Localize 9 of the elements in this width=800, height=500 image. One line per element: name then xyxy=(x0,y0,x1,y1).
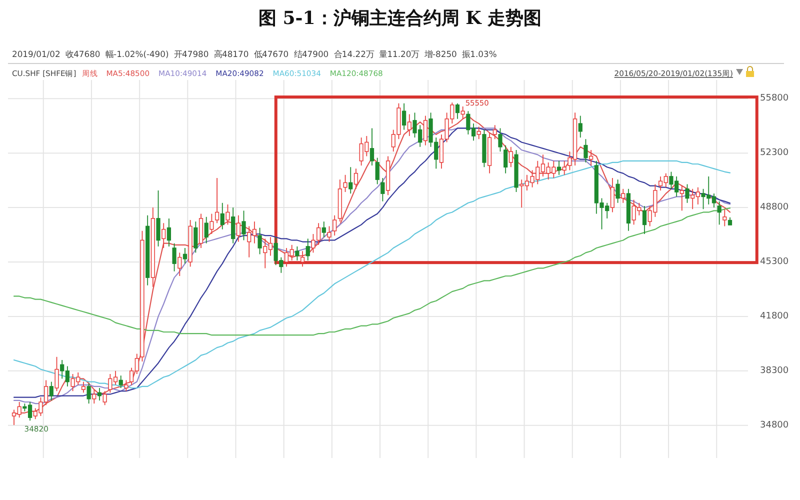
y-tick-label: 52300 xyxy=(760,148,789,158)
y-tick-label: 34800 xyxy=(760,420,789,430)
chart-title: 图 5-1：沪铜主连合约周 K 走势图 xyxy=(258,8,542,29)
y-tick-label: 41800 xyxy=(760,311,789,322)
y-tick-label: 38300 xyxy=(760,366,789,376)
y-tick-label: 45300 xyxy=(760,257,789,267)
y-tick-label: 48800 xyxy=(760,202,789,213)
text: 2019/01/02 收47680 幅-1.02%(-490) 开47980 高48170 低47670 结47900 合14.22万 量11.20万 增-8250 振1.03% xyxy=(12,49,497,59)
y-tick-label: 55800 xyxy=(760,94,789,104)
